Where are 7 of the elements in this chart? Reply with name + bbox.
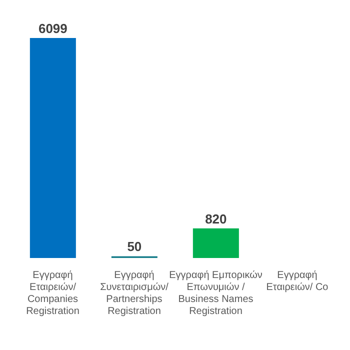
x-tick-label: Εγγραφή Εταιρειών/ Co — [266, 270, 329, 293]
x-tick-label: Εγγραφή Εταιρειών/ Companies Registration — [26, 270, 80, 317]
data-label: 820 — [205, 211, 227, 226]
x-tick-label: Εγγραφή Εμπορικών Επωνυμιών / Business Names Registration — [169, 270, 262, 317]
data-label: 50 — [127, 239, 142, 254]
x-tick-label: Εγγραφή Συνεταιρισμών/ Partnerships Registration — [100, 270, 169, 317]
data-label: 6099 — [38, 21, 68, 36]
